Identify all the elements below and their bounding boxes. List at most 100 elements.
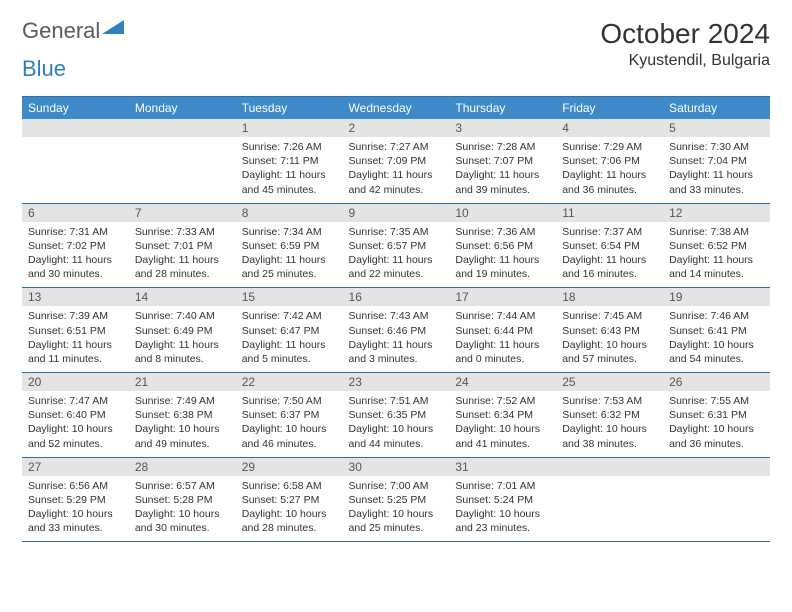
day-cell: 31Sunrise: 7:01 AMSunset: 5:24 PMDayligh… — [449, 457, 556, 542]
day-number: 19 — [663, 288, 770, 306]
day-cell: 13Sunrise: 7:39 AMSunset: 6:51 PMDayligh… — [22, 288, 129, 373]
week-row: 20Sunrise: 7:47 AMSunset: 6:40 PMDayligh… — [22, 373, 770, 458]
day-number: 12 — [663, 204, 770, 222]
day-cell: 1Sunrise: 7:26 AMSunset: 7:11 PMDaylight… — [236, 119, 343, 203]
day-cell: 28Sunrise: 6:57 AMSunset: 5:28 PMDayligh… — [129, 457, 236, 542]
day-content: Sunrise: 6:57 AMSunset: 5:28 PMDaylight:… — [129, 476, 236, 542]
day-content: Sunrise: 7:39 AMSunset: 6:51 PMDaylight:… — [22, 306, 129, 372]
day-cell — [129, 119, 236, 203]
day-content: Sunrise: 7:01 AMSunset: 5:24 PMDaylight:… — [449, 476, 556, 542]
day-content: Sunrise: 7:30 AMSunset: 7:04 PMDaylight:… — [663, 137, 770, 203]
day-number-empty — [22, 119, 129, 137]
day-number: 1 — [236, 119, 343, 137]
day-content: Sunrise: 7:29 AMSunset: 7:06 PMDaylight:… — [556, 137, 663, 203]
day-content-empty — [129, 137, 236, 195]
day-cell: 16Sunrise: 7:43 AMSunset: 6:46 PMDayligh… — [343, 288, 450, 373]
day-number: 25 — [556, 373, 663, 391]
day-content: Sunrise: 7:44 AMSunset: 6:44 PMDaylight:… — [449, 306, 556, 372]
day-cell: 14Sunrise: 7:40 AMSunset: 6:49 PMDayligh… — [129, 288, 236, 373]
day-cell: 20Sunrise: 7:47 AMSunset: 6:40 PMDayligh… — [22, 373, 129, 458]
day-header-fri: Friday — [556, 97, 663, 120]
day-content: Sunrise: 7:40 AMSunset: 6:49 PMDaylight:… — [129, 306, 236, 372]
day-cell: 18Sunrise: 7:45 AMSunset: 6:43 PMDayligh… — [556, 288, 663, 373]
day-cell — [663, 457, 770, 542]
day-number: 21 — [129, 373, 236, 391]
day-header-mon: Monday — [129, 97, 236, 120]
week-row: 6Sunrise: 7:31 AMSunset: 7:02 PMDaylight… — [22, 203, 770, 288]
day-content: Sunrise: 7:45 AMSunset: 6:43 PMDaylight:… — [556, 306, 663, 372]
triangle-icon — [102, 20, 124, 43]
day-number: 27 — [22, 458, 129, 476]
day-cell: 27Sunrise: 6:56 AMSunset: 5:29 PMDayligh… — [22, 457, 129, 542]
day-content: Sunrise: 7:51 AMSunset: 6:35 PMDaylight:… — [343, 391, 450, 457]
day-number-empty — [663, 458, 770, 476]
day-cell: 6Sunrise: 7:31 AMSunset: 7:02 PMDaylight… — [22, 203, 129, 288]
month-title: October 2024 — [600, 18, 770, 50]
day-header-sun: Sunday — [22, 97, 129, 120]
logo-text-general: General — [22, 18, 100, 44]
day-number: 2 — [343, 119, 450, 137]
day-header-row: Sunday Monday Tuesday Wednesday Thursday… — [22, 97, 770, 120]
day-content: Sunrise: 7:50 AMSunset: 6:37 PMDaylight:… — [236, 391, 343, 457]
day-content-empty — [22, 137, 129, 195]
day-number: 15 — [236, 288, 343, 306]
day-content: Sunrise: 7:31 AMSunset: 7:02 PMDaylight:… — [22, 222, 129, 288]
day-number-empty — [556, 458, 663, 476]
day-number: 9 — [343, 204, 450, 222]
day-number: 14 — [129, 288, 236, 306]
day-cell: 10Sunrise: 7:36 AMSunset: 6:56 PMDayligh… — [449, 203, 556, 288]
day-cell: 12Sunrise: 7:38 AMSunset: 6:52 PMDayligh… — [663, 203, 770, 288]
day-number-empty — [129, 119, 236, 137]
day-cell: 26Sunrise: 7:55 AMSunset: 6:31 PMDayligh… — [663, 373, 770, 458]
day-number: 3 — [449, 119, 556, 137]
day-cell: 4Sunrise: 7:29 AMSunset: 7:06 PMDaylight… — [556, 119, 663, 203]
day-cell: 19Sunrise: 7:46 AMSunset: 6:41 PMDayligh… — [663, 288, 770, 373]
day-content: Sunrise: 7:33 AMSunset: 7:01 PMDaylight:… — [129, 222, 236, 288]
day-cell — [22, 119, 129, 203]
day-header-wed: Wednesday — [343, 97, 450, 120]
day-cell — [556, 457, 663, 542]
day-cell: 25Sunrise: 7:53 AMSunset: 6:32 PMDayligh… — [556, 373, 663, 458]
day-number: 10 — [449, 204, 556, 222]
day-cell: 23Sunrise: 7:51 AMSunset: 6:35 PMDayligh… — [343, 373, 450, 458]
day-number: 23 — [343, 373, 450, 391]
day-content: Sunrise: 7:35 AMSunset: 6:57 PMDaylight:… — [343, 222, 450, 288]
day-content: Sunrise: 7:27 AMSunset: 7:09 PMDaylight:… — [343, 137, 450, 203]
day-number: 22 — [236, 373, 343, 391]
day-number: 16 — [343, 288, 450, 306]
day-content: Sunrise: 7:28 AMSunset: 7:07 PMDaylight:… — [449, 137, 556, 203]
day-cell: 15Sunrise: 7:42 AMSunset: 6:47 PMDayligh… — [236, 288, 343, 373]
day-number: 13 — [22, 288, 129, 306]
day-number: 26 — [663, 373, 770, 391]
logo: General — [22, 18, 126, 44]
day-content: Sunrise: 6:56 AMSunset: 5:29 PMDaylight:… — [22, 476, 129, 542]
day-cell: 8Sunrise: 7:34 AMSunset: 6:59 PMDaylight… — [236, 203, 343, 288]
week-row: 1Sunrise: 7:26 AMSunset: 7:11 PMDaylight… — [22, 119, 770, 203]
day-cell: 9Sunrise: 7:35 AMSunset: 6:57 PMDaylight… — [343, 203, 450, 288]
day-number: 18 — [556, 288, 663, 306]
logo-text-blue: Blue — [22, 56, 66, 81]
day-number: 11 — [556, 204, 663, 222]
day-content-empty — [663, 476, 770, 534]
day-header-tue: Tuesday — [236, 97, 343, 120]
day-cell: 2Sunrise: 7:27 AMSunset: 7:09 PMDaylight… — [343, 119, 450, 203]
day-number: 28 — [129, 458, 236, 476]
day-content: Sunrise: 7:36 AMSunset: 6:56 PMDaylight:… — [449, 222, 556, 288]
day-content: Sunrise: 7:26 AMSunset: 7:11 PMDaylight:… — [236, 137, 343, 203]
day-cell: 24Sunrise: 7:52 AMSunset: 6:34 PMDayligh… — [449, 373, 556, 458]
day-cell: 11Sunrise: 7:37 AMSunset: 6:54 PMDayligh… — [556, 203, 663, 288]
day-header-thu: Thursday — [449, 97, 556, 120]
day-header-sat: Saturday — [663, 97, 770, 120]
day-number: 6 — [22, 204, 129, 222]
day-number: 4 — [556, 119, 663, 137]
day-content: Sunrise: 7:55 AMSunset: 6:31 PMDaylight:… — [663, 391, 770, 457]
day-cell: 30Sunrise: 7:00 AMSunset: 5:25 PMDayligh… — [343, 457, 450, 542]
day-cell: 17Sunrise: 7:44 AMSunset: 6:44 PMDayligh… — [449, 288, 556, 373]
day-content: Sunrise: 7:42 AMSunset: 6:47 PMDaylight:… — [236, 306, 343, 372]
day-cell: 5Sunrise: 7:30 AMSunset: 7:04 PMDaylight… — [663, 119, 770, 203]
day-content: Sunrise: 7:43 AMSunset: 6:46 PMDaylight:… — [343, 306, 450, 372]
day-number: 30 — [343, 458, 450, 476]
week-row: 13Sunrise: 7:39 AMSunset: 6:51 PMDayligh… — [22, 288, 770, 373]
day-content: Sunrise: 6:58 AMSunset: 5:27 PMDaylight:… — [236, 476, 343, 542]
day-cell: 3Sunrise: 7:28 AMSunset: 7:07 PMDaylight… — [449, 119, 556, 203]
